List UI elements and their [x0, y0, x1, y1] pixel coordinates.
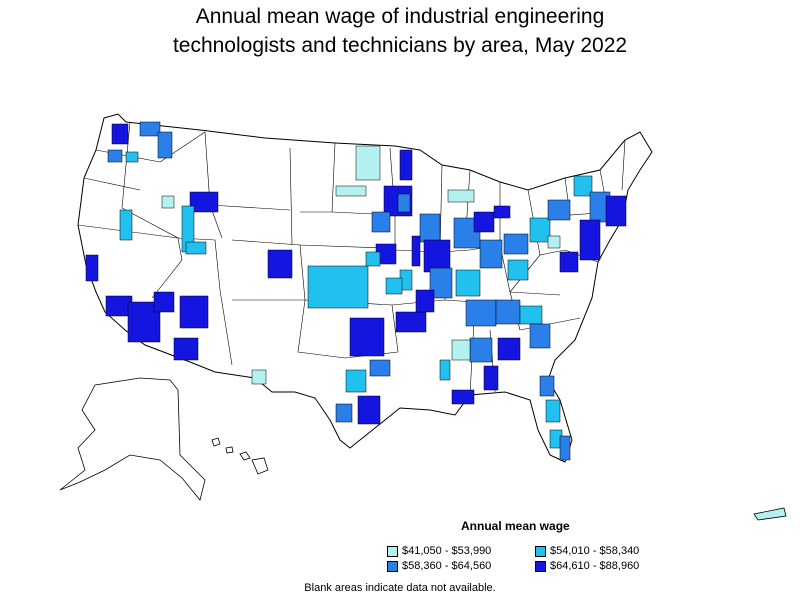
wage-area: [529, 217, 551, 243]
alaska-outline: [59, 377, 206, 501]
wage-area: [429, 267, 453, 299]
legend-item-tier-4: $64,610 - $88,960: [535, 560, 639, 572]
wage-area: [519, 305, 543, 325]
wage-area: [365, 251, 381, 267]
wage-area: [455, 269, 481, 297]
map-title: Annual mean wage of industrial engineeri…: [0, 2, 800, 60]
wage-area: [107, 149, 123, 163]
wage-area: [111, 123, 129, 145]
wage-area: [451, 389, 475, 405]
wage-area: [355, 145, 381, 181]
wage-area: [547, 199, 571, 221]
wage-area: [479, 239, 503, 269]
wage-area: [189, 191, 219, 213]
legend-swatch-tier-2: [535, 545, 546, 557]
wage-area: [529, 323, 551, 349]
wage-area: [503, 233, 529, 255]
wage-area: [447, 189, 475, 203]
footnote: Blank areas indicate data not available.: [304, 582, 496, 594]
wage-area: [179, 295, 209, 329]
wage-area: [469, 337, 493, 363]
legend-label-tier-3: $58,360 - $64,560: [402, 560, 492, 572]
wage-area: [157, 131, 173, 159]
wage-area: [153, 291, 175, 313]
wage-area: [357, 395, 381, 425]
hawaii-islands: [211, 437, 269, 475]
wage-area: [307, 265, 369, 309]
legend-item-tier-1: $41,050 - $53,990: [387, 545, 491, 557]
wage-area: [349, 317, 385, 357]
wage-area: [415, 289, 435, 313]
wage-area: [161, 195, 175, 209]
wage-area: [185, 241, 207, 255]
wage-area: [335, 403, 353, 423]
wage-area-patches: [85, 121, 627, 461]
legend-swatch-tier-1: [387, 545, 398, 557]
wage-area: [439, 359, 451, 381]
wage-area: [495, 299, 521, 325]
wage-area: [85, 254, 99, 282]
wage-area: [559, 435, 571, 461]
wage-area: [399, 149, 413, 181]
wage-area: [119, 209, 133, 241]
legend-label-tier-1: $41,050 - $53,990: [402, 545, 492, 557]
wage-area: [605, 195, 627, 227]
wage-area: [483, 365, 499, 391]
wage-area: [335, 185, 367, 197]
legend-item-tier-3: $58,360 - $64,560: [387, 560, 491, 572]
wage-area: [497, 337, 521, 361]
puerto-rico: [753, 507, 787, 521]
wage-area: [397, 193, 411, 213]
wage-area: [465, 299, 497, 327]
wage-area: [371, 211, 391, 233]
legend-label-tier-2: $54,010 - $58,340: [550, 545, 640, 557]
wage-area: [369, 359, 391, 377]
legend-label-tier-4: $64,610 - $88,960: [550, 560, 640, 572]
wage-area: [251, 369, 267, 385]
wage-area: [125, 151, 139, 163]
wage-area: [559, 251, 579, 273]
wage-area: [493, 205, 511, 219]
wage-area: [507, 259, 529, 281]
wage-area: [411, 235, 421, 267]
wage-area: [573, 175, 593, 197]
map-title-line-2: technologists and technicians by area, M…: [172, 34, 628, 57]
wage-area: [539, 375, 555, 397]
legend-swatch-tier-3: [387, 560, 398, 572]
wage-area: [395, 311, 427, 333]
wage-area: [385, 277, 403, 295]
wage-area: [267, 249, 293, 279]
wage-area: [579, 219, 601, 261]
legend-swatch-tier-4: [535, 560, 546, 572]
wage-area: [547, 235, 561, 249]
legend-item-tier-2: $54,010 - $58,340: [535, 545, 639, 557]
map-title-line-1: Annual mean wage of industrial engineeri…: [195, 5, 605, 28]
wage-area: [173, 337, 199, 361]
wage-area: [473, 211, 495, 233]
wage-area: [419, 213, 441, 243]
wage-area: [345, 369, 367, 393]
wage-area: [139, 121, 161, 137]
wage-area: [451, 339, 471, 361]
legend-heading: Annual mean wage: [461, 519, 570, 533]
wage-area: [545, 399, 561, 423]
wage-area: [423, 239, 451, 273]
